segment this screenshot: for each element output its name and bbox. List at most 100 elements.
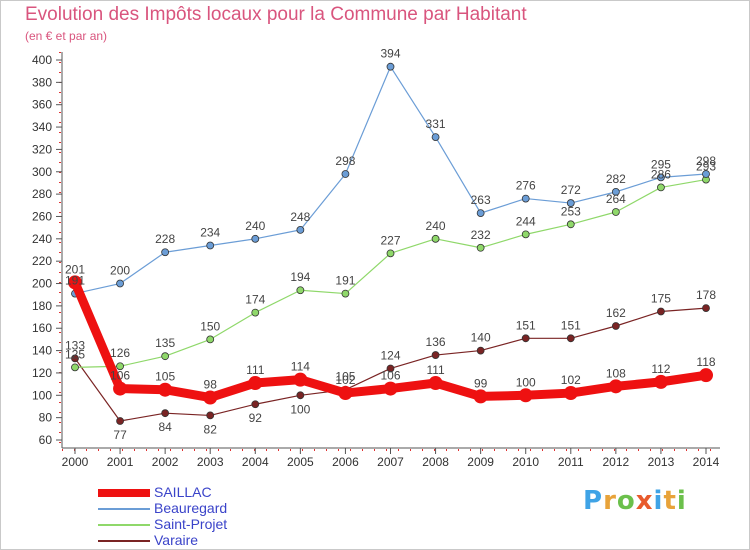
data-label-saillac-2001: 106 (110, 369, 130, 383)
y-tick-label-140: 140 (32, 344, 52, 358)
data-label-beauregard-2003: 234 (200, 226, 220, 240)
data-label-beauregard-2011: 272 (561, 183, 581, 197)
legend-swatch-saillac (98, 489, 150, 497)
chart-subtitle: (en € et par an) (25, 29, 108, 43)
data-label-beauregard-2012: 282 (606, 172, 626, 186)
point-saint-projet-2000 (71, 363, 79, 372)
legend-swatch-beauregard (98, 508, 150, 510)
y-tick-label-80: 80 (39, 411, 53, 425)
data-label-saint-projet-2014: 293 (696, 160, 716, 174)
point-beauregard-2009 (476, 209, 485, 218)
legend-swatch-saint-projet (98, 524, 150, 526)
x-tick-label-2002: 2002 (152, 455, 179, 469)
point-beauregard-2005 (296, 225, 305, 234)
x-tick-label-2008: 2008 (422, 455, 449, 469)
data-label-saillac-2000: 201 (65, 262, 85, 276)
legend-label-saillac: SAILLAC (154, 484, 212, 500)
point-saillac-2010 (518, 388, 533, 403)
point-varaire-2002 (161, 409, 170, 418)
point-beauregard-2002 (161, 248, 170, 257)
data-label-varaire-2004: 92 (249, 411, 263, 425)
point-beauregard-2003 (206, 241, 215, 250)
data-label-saillac-2005: 114 (291, 360, 310, 374)
logo-letter: t (663, 486, 677, 516)
data-label-saint-projet-2004: 174 (245, 293, 265, 307)
data-label-varaire-2010: 151 (516, 318, 536, 332)
data-label-saillac-2007: 106 (380, 369, 400, 383)
data-label-varaire-2000: 133 (65, 338, 85, 352)
x-tick-label-2001: 2001 (107, 455, 134, 469)
x-tick-label-2006: 2006 (332, 455, 359, 469)
y-tick-label-100: 100 (32, 388, 52, 402)
point-saillac-2003 (203, 390, 218, 405)
data-label-varaire-2002: 84 (158, 420, 172, 434)
point-varaire-2003 (206, 411, 215, 420)
point-beauregard-2012 (611, 187, 620, 196)
data-label-beauregard-2002: 228 (155, 232, 175, 246)
data-label-saint-projet-2003: 150 (200, 319, 220, 333)
legend-item-saillac: SAILLAC (98, 484, 318, 501)
data-label-beauregard-2006: 298 (335, 154, 355, 168)
y-tick-label-60: 60 (39, 433, 53, 447)
data-label-saint-projet-2011: 253 (561, 204, 581, 218)
x-tick-label-2005: 2005 (287, 455, 314, 469)
logo-letter: i (676, 486, 687, 516)
data-label-beauregard-2014: 298 (696, 154, 716, 168)
point-saint-projet-2009 (476, 243, 485, 252)
point-saint-projet-2007 (386, 249, 395, 258)
legend-item-varaire: Varaire (98, 532, 318, 549)
y-tick-label-340: 340 (32, 120, 52, 134)
proxiti-logo: Proxiti (583, 486, 687, 516)
x-tick-label-2000: 2000 (62, 455, 89, 469)
data-label-beauregard-2005: 248 (290, 210, 310, 224)
data-label-saillac-2014: 118 (696, 355, 715, 369)
data-label-saillac-2002: 105 (155, 370, 175, 384)
point-varaire-2013 (657, 307, 665, 316)
data-label-beauregard-2007: 394 (380, 47, 400, 61)
point-saillac-2000 (68, 275, 82, 290)
x-tick-label-2013: 2013 (648, 455, 675, 469)
data-label-beauregard-2013: 295 (651, 157, 671, 171)
data-label-varaire-2009: 140 (471, 331, 491, 345)
point-saillac-2012 (608, 379, 623, 394)
data-label-beauregard-2008: 331 (426, 117, 446, 131)
data-label-saillac-2003: 98 (204, 378, 218, 392)
y-tick-label-220: 220 (32, 254, 52, 268)
point-varaire-2007 (386, 364, 395, 373)
point-varaire-2000 (71, 354, 79, 363)
y-tick-label-320: 320 (32, 142, 52, 156)
data-label-saint-projet-2010: 244 (516, 214, 536, 228)
point-saint-projet-2013 (657, 183, 665, 192)
data-label-saint-projet-2007: 227 (380, 233, 400, 247)
point-varaire-2005 (296, 391, 305, 400)
data-label-beauregard-2009: 263 (471, 193, 491, 207)
point-beauregard-2011 (566, 199, 575, 207)
y-tick-label-400: 400 (32, 53, 52, 67)
legend-label-beauregard: Beauregard (154, 500, 228, 516)
point-varaire-2012 (611, 322, 620, 330)
x-tick-label-2010: 2010 (512, 455, 539, 469)
data-label-saint-projet-2000: 125 (65, 347, 85, 361)
logo-letter: i (653, 486, 664, 516)
logo-letter: x (635, 486, 654, 516)
point-beauregard-2014 (702, 170, 710, 178)
data-label-varaire-2013: 175 (651, 291, 671, 305)
y-tick-label-380: 380 (32, 75, 52, 89)
point-saillac-2006 (338, 386, 353, 401)
point-saint-projet-2002 (161, 352, 170, 361)
point-beauregard-2001 (116, 279, 124, 288)
data-label-saint-projet-2009: 232 (471, 228, 491, 242)
point-varaire-2010 (521, 334, 530, 343)
point-saillac-2005 (293, 372, 308, 387)
data-label-saillac-2012: 108 (606, 366, 626, 380)
point-saillac-2014 (699, 368, 713, 383)
point-saint-projet-2004 (251, 308, 260, 317)
point-saint-projet-2011 (566, 220, 575, 229)
chart-legend: SAILLAC Beauregard Saint-Projet Varaire (98, 484, 318, 549)
y-tick-label-260: 260 (32, 209, 52, 223)
legend-item-beauregard: Beauregard (98, 500, 318, 517)
y-tick-label-360: 360 (32, 98, 52, 112)
data-label-beauregard-2004: 240 (245, 219, 265, 233)
series-line-varaire (74, 307, 707, 422)
